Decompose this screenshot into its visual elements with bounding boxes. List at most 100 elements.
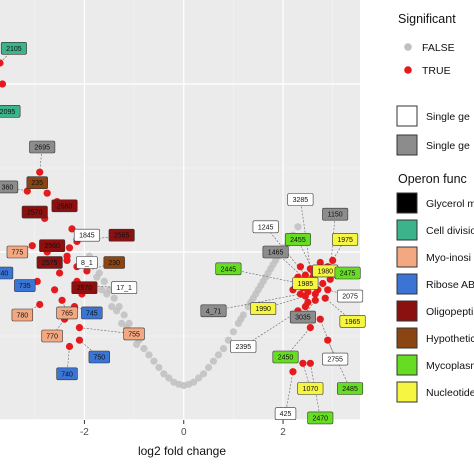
red-point	[0, 80, 7, 88]
legend-operon-label: Glycerol m	[426, 198, 474, 210]
grey-point	[93, 273, 101, 281]
red-point	[55, 269, 64, 277]
red-point	[36, 300, 44, 309]
label-connector	[327, 340, 351, 389]
grey-point	[262, 273, 270, 281]
gene-label-text: 2570	[77, 285, 93, 292]
gene-label-box	[297, 382, 324, 395]
grey-point	[110, 294, 118, 302]
gene-label-text: 2395	[236, 344, 252, 351]
gene-label-box	[14, 279, 36, 292]
gene-label-text: 2470	[312, 415, 328, 422]
gene-label-box	[287, 193, 314, 206]
gene-label-box	[0, 105, 21, 118]
gene-label-box	[81, 306, 103, 320]
legend: Significant FALSE TRUE Single ge Single ge Op…	[396, 12, 474, 403]
grey-point	[98, 286, 106, 294]
red-point	[301, 303, 309, 311]
red-point	[306, 359, 314, 367]
label-connector	[325, 297, 353, 322]
red-point	[43, 189, 51, 197]
grey-point	[140, 345, 148, 353]
gene-label-text: 230	[108, 260, 120, 267]
grey-point	[190, 378, 198, 386]
legend-significant-label: TRUE	[422, 65, 451, 77]
gene-label-box	[6, 245, 29, 259]
label-connector	[285, 371, 294, 414]
grey-point	[160, 370, 168, 378]
gene-label-text: 775	[12, 250, 24, 257]
label-connector	[79, 327, 135, 335]
grey-point	[132, 340, 141, 348]
red-point	[311, 290, 319, 298]
legend-significant-key	[404, 43, 412, 51]
legend-operon-key	[396, 192, 418, 214]
gene-label-box	[56, 367, 78, 381]
gene-label-text: 1985	[298, 281, 314, 288]
gene-label-box	[215, 262, 242, 276]
red-point	[316, 315, 324, 323]
gene-label-text: 1980	[317, 268, 333, 275]
gene-label-text: 2075	[342, 294, 358, 301]
gene-label-text: 2755	[327, 357, 343, 364]
gene-label-box	[289, 310, 316, 324]
gene-label-box	[76, 256, 98, 269]
grey-point	[100, 277, 108, 285]
gene-label-box	[307, 411, 334, 425]
gene-label-text: 2105	[6, 46, 22, 53]
grey-point	[252, 290, 260, 298]
gene-label-text: 740	[61, 371, 73, 378]
gene-label-box	[339, 314, 366, 328]
gene-label-text: 1975	[337, 237, 353, 244]
gene-label-box	[103, 256, 125, 269]
gene-label-box	[337, 289, 364, 303]
gene-label-text: 2475	[340, 271, 356, 278]
legend-operon-label: Myo-inosi	[426, 252, 471, 264]
grey-point	[199, 370, 208, 378]
gene-label-box	[252, 220, 279, 234]
gene-label-box	[272, 350, 299, 364]
red-point	[311, 296, 319, 304]
legend-operon-key	[396, 219, 418, 241]
gene-label-text: 2455	[290, 237, 306, 244]
red-point	[319, 279, 327, 288]
legend-operon-key	[396, 273, 418, 295]
gene-label-text: 425	[280, 411, 292, 418]
red-point	[68, 225, 76, 233]
legend-significant-label: FALSE	[422, 42, 455, 54]
red-point	[23, 187, 31, 195]
gene-label-text: 235	[31, 180, 43, 187]
gene-label-text: 360	[2, 184, 14, 191]
gene-label-box	[284, 233, 311, 246]
gene-label-box	[0, 180, 19, 194]
grey-point	[224, 336, 233, 344]
legend-single-gene-label: Single ge	[426, 140, 470, 152]
legend-operon-key	[396, 246, 418, 268]
red-point	[326, 275, 334, 283]
legend-operon-label: Nucleotide	[426, 387, 474, 399]
label-connector	[213, 293, 301, 312]
grey-point	[145, 351, 153, 359]
gene-label-text: 740	[0, 271, 8, 278]
grey-point	[267, 265, 275, 273]
gene-label-text: 17_1	[116, 285, 132, 292]
gene-label-text: 2565	[114, 233, 130, 240]
gene-label-text: 1245	[258, 224, 274, 231]
grey-point	[150, 357, 158, 365]
gene-label-box	[322, 207, 349, 221]
x-tick-label: -2	[80, 427, 89, 438]
gene-label-text: 1465	[268, 250, 284, 257]
grey-point	[209, 357, 218, 365]
gene-label-text: 2560	[44, 243, 60, 250]
gene-label-text: 2450	[278, 355, 294, 362]
gene-label-box	[337, 382, 364, 395]
red-point	[0, 59, 4, 67]
legend-single-gene-label: Single ge	[426, 111, 470, 123]
red-point	[75, 324, 84, 332]
grey-point	[103, 290, 111, 298]
red-point	[28, 242, 36, 250]
grey-point	[113, 307, 121, 315]
gene-label-box	[56, 306, 78, 320]
legend-significant-key	[404, 66, 412, 74]
legend-operon-key	[396, 300, 418, 322]
